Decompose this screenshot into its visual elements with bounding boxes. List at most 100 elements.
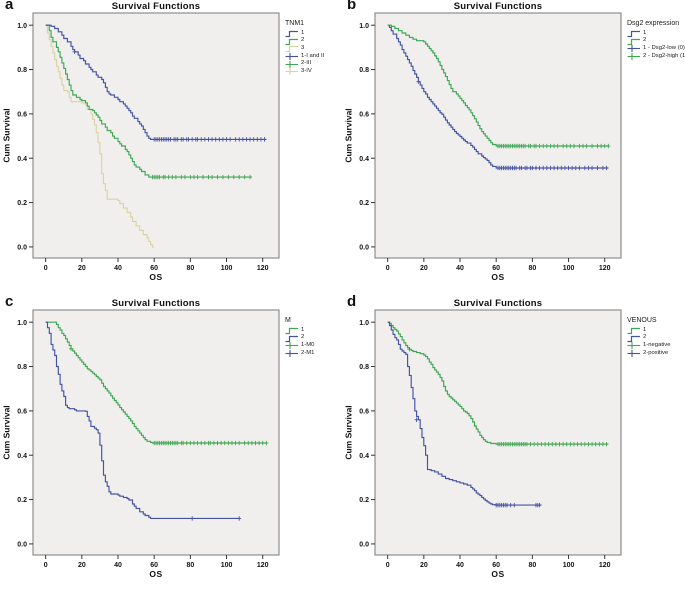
x-tick-label: 0 xyxy=(44,562,48,569)
x-tick-label: 20 xyxy=(78,562,86,569)
survival-curve-2-III xyxy=(45,24,252,178)
legend-item: 1-negative xyxy=(627,342,685,350)
y-tick-label: 0.6 xyxy=(359,408,369,415)
survival-curve-2 - Dsg2-high (1) xyxy=(387,24,609,147)
x-tick-label: 40 xyxy=(456,265,464,272)
survival-curve-1-negative xyxy=(387,321,609,445)
y-tick-label: 0.4 xyxy=(359,453,369,460)
y-tick-label: 0.0 xyxy=(17,542,27,549)
x-tick-label: 0 xyxy=(386,265,390,272)
x-tick-label: 80 xyxy=(186,562,194,569)
x-tick-label: 40 xyxy=(456,562,464,569)
y-tick-label: 1.0 xyxy=(359,23,369,30)
survival-curve-1-I and II xyxy=(45,24,267,140)
x-axis-label-a: OS xyxy=(149,272,163,282)
legend-item-label: 3-IV xyxy=(301,67,312,74)
y-tick-label: 0.0 xyxy=(359,245,369,252)
legend-item-label: 2 xyxy=(643,37,647,44)
y-tick-label: 0.4 xyxy=(17,453,27,460)
panel-b: b Survival Functions Cum Survival 1.0 0.8… xyxy=(342,0,685,296)
legend-item-label: 2 - Dsg2-high (1) xyxy=(643,52,685,59)
plot-area xyxy=(374,12,622,259)
legend-item-label: 1 - Dsg2-low (0) xyxy=(643,45,685,52)
panel-c: c Survival Functions Cum Survival 1.0 0.8… xyxy=(0,293,343,593)
panel-a: a Survival Functions Cum Survival 1.0 0.8… xyxy=(0,0,343,296)
y-tick-label: 0.2 xyxy=(17,497,27,504)
censor-marks-1 - Dsg2-low (0) xyxy=(416,79,609,171)
legend-item: 2 xyxy=(627,38,685,46)
x-tick-label: 100 xyxy=(563,562,575,569)
axis-ticks: 1.0 0.8 0.6 0.4 0.2 0.0 0 20 40 60 80 100 120 xyxy=(359,320,610,569)
x-tick-label: 40 xyxy=(114,265,122,272)
panel-d: d Survival Functions Cum Survival 1.0 0.8… xyxy=(342,293,685,593)
x-tick-label: 120 xyxy=(599,562,611,569)
x-tick-label: 80 xyxy=(186,265,194,272)
legend-item-label: 1-I and II xyxy=(301,52,325,59)
step-line-icon xyxy=(627,38,640,45)
y-tick-label: 1.0 xyxy=(17,320,27,327)
x-axis-label-b: OS xyxy=(491,272,505,282)
x-tick-label: 60 xyxy=(150,265,158,272)
step-line-icon xyxy=(285,31,298,38)
x-axis-label-d: OS xyxy=(491,569,505,579)
legend-item: 3 xyxy=(285,45,343,53)
chart-title-a: Survival Functions xyxy=(111,1,201,12)
censor-marks-1-M0 xyxy=(68,346,269,446)
censor-marks-2-III xyxy=(150,174,253,180)
legend-title-d: VENOUS xyxy=(627,317,657,324)
censor-marks-2 - Dsg2-high (1) xyxy=(496,143,611,149)
legend-item-label: 1 xyxy=(643,326,647,333)
y-tick-label: 0.2 xyxy=(359,497,369,504)
x-tick-label: 120 xyxy=(257,562,269,569)
legend-items-c: 1 2 1-M0 2-M1 xyxy=(285,326,343,358)
x-tick-label: 0 xyxy=(386,562,390,569)
y-tick-label: 0.8 xyxy=(359,364,369,371)
x-tick-label: 60 xyxy=(492,265,500,272)
legend-item-label: 1-negative xyxy=(643,342,671,349)
survival-curve-1 - Dsg2-low (0) xyxy=(387,24,609,169)
x-tick-label: 120 xyxy=(599,265,611,272)
censored-marker-icon xyxy=(285,342,298,350)
legend-item-label: 1 xyxy=(301,326,305,333)
legend-item-label: 2-positive xyxy=(643,349,669,356)
panel-label-c: c xyxy=(5,293,14,310)
x-tick-label: 20 xyxy=(420,265,428,272)
censored-marker-icon xyxy=(285,68,298,76)
axis-ticks: 1.0 0.8 0.6 0.4 0.2 0.0 0 20 40 60 80 100 120 xyxy=(359,23,610,272)
chart-title-b: Survival Functions xyxy=(453,1,543,12)
chart-title-c: Survival Functions xyxy=(111,298,201,309)
legend-item-label: 2-M1 xyxy=(301,349,315,356)
y-tick-label: 0.4 xyxy=(359,156,369,163)
legend-item: 1-I and II xyxy=(285,53,343,61)
step-line-icon xyxy=(285,328,298,335)
step-line-icon xyxy=(285,46,298,53)
legend-title-b: Dsg2 expression xyxy=(627,20,680,27)
censored-marker-icon xyxy=(627,350,640,358)
y-tick-label: 0.8 xyxy=(359,67,369,74)
x-tick-label: 20 xyxy=(420,562,428,569)
legend-item: 1 xyxy=(285,30,343,38)
legend-title-a: TNM1 xyxy=(285,20,305,27)
survival-curve-3-IV xyxy=(45,24,155,248)
y-tick-label: 0.0 xyxy=(359,542,369,549)
legend-item-label: 1-M0 xyxy=(301,342,315,349)
legend-item: 2 xyxy=(285,335,343,343)
step-line-icon xyxy=(285,38,298,45)
y-tick-label: 0.8 xyxy=(17,67,27,74)
censored-marker-icon xyxy=(285,350,298,358)
x-tick-label: 20 xyxy=(78,265,86,272)
legend-items-a: 1 2 3 1-I and II 2-III 3-IV xyxy=(285,30,343,76)
y-tick-label: 0.6 xyxy=(17,111,27,118)
legend-item: 2-III xyxy=(285,60,343,68)
legend-item-label: 2 xyxy=(643,334,647,341)
axis-ticks: 1.0 0.8 0.6 0.4 0.2 0.0 0 20 40 60 80 100 120 xyxy=(17,320,268,569)
step-line-icon xyxy=(285,335,298,342)
x-tick-label: 80 xyxy=(528,265,536,272)
survival-curve-2-M1 xyxy=(45,321,240,519)
censor-marks-1-I and II xyxy=(72,49,267,142)
legend-a: TNM1 1 2 3 1-I and II 2-III 3-IV xyxy=(285,20,343,76)
legend-item-label: 3 xyxy=(301,45,305,52)
panel-label-d: d xyxy=(347,293,357,310)
